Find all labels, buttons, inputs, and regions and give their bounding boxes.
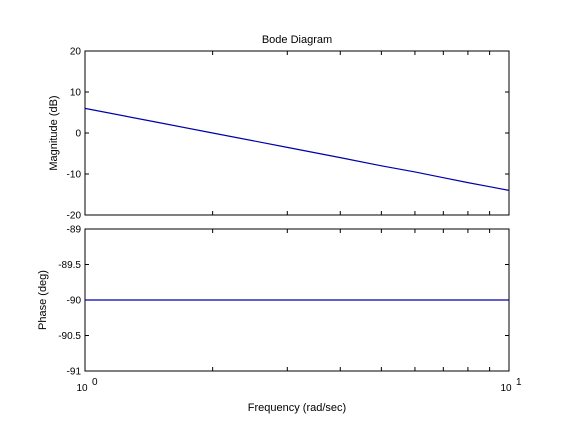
magnitude-axes-box: [84, 50, 510, 216]
chart-title: Bode Diagram: [262, 34, 332, 46]
xtick-label-base: 10: [500, 383, 512, 394]
magnitude-ytick-label: 10: [70, 88, 82, 99]
phase-subplot: -89 -89.5 -90 -90.5 -91 Phase (deg): [37, 225, 510, 378]
chart-xlabel: Frequency (rad/sec): [248, 402, 346, 414]
phase-x-ticks: [84, 229, 510, 371]
magnitude-ylabel: Magnitude (dB): [48, 95, 60, 170]
phase-ytick-label: -89.5: [58, 260, 81, 271]
phase-ytick-label: -89: [67, 225, 82, 236]
phase-ylabel: Phase (deg): [37, 270, 49, 330]
xtick-label-base: 10: [76, 383, 88, 394]
magnitude-y-ticks: 20 10 0 -10 -20: [67, 47, 509, 222]
phase-ytick-label: -90: [67, 296, 82, 307]
xtick-label-exponent: 0: [92, 377, 98, 388]
x-tick-labels: 10 0 10 1: [76, 377, 522, 394]
magnitude-x-ticks: [84, 51, 510, 215]
magnitude-series-line: [84, 107, 510, 191]
magnitude-ytick-label: -10: [67, 170, 82, 181]
phase-ytick-label: -91: [67, 367, 82, 378]
magnitude-ytick-label: 20: [70, 47, 82, 58]
magnitude-subplot: 20 10 0 -10 -20 Magnitude (dB): [48, 47, 510, 222]
magnitude-ytick-label: 0: [75, 129, 81, 140]
magnitude-ytick-label: -20: [67, 211, 82, 222]
xtick-label-exponent: 1: [516, 377, 522, 388]
phase-ytick-label: -90.5: [58, 331, 81, 342]
